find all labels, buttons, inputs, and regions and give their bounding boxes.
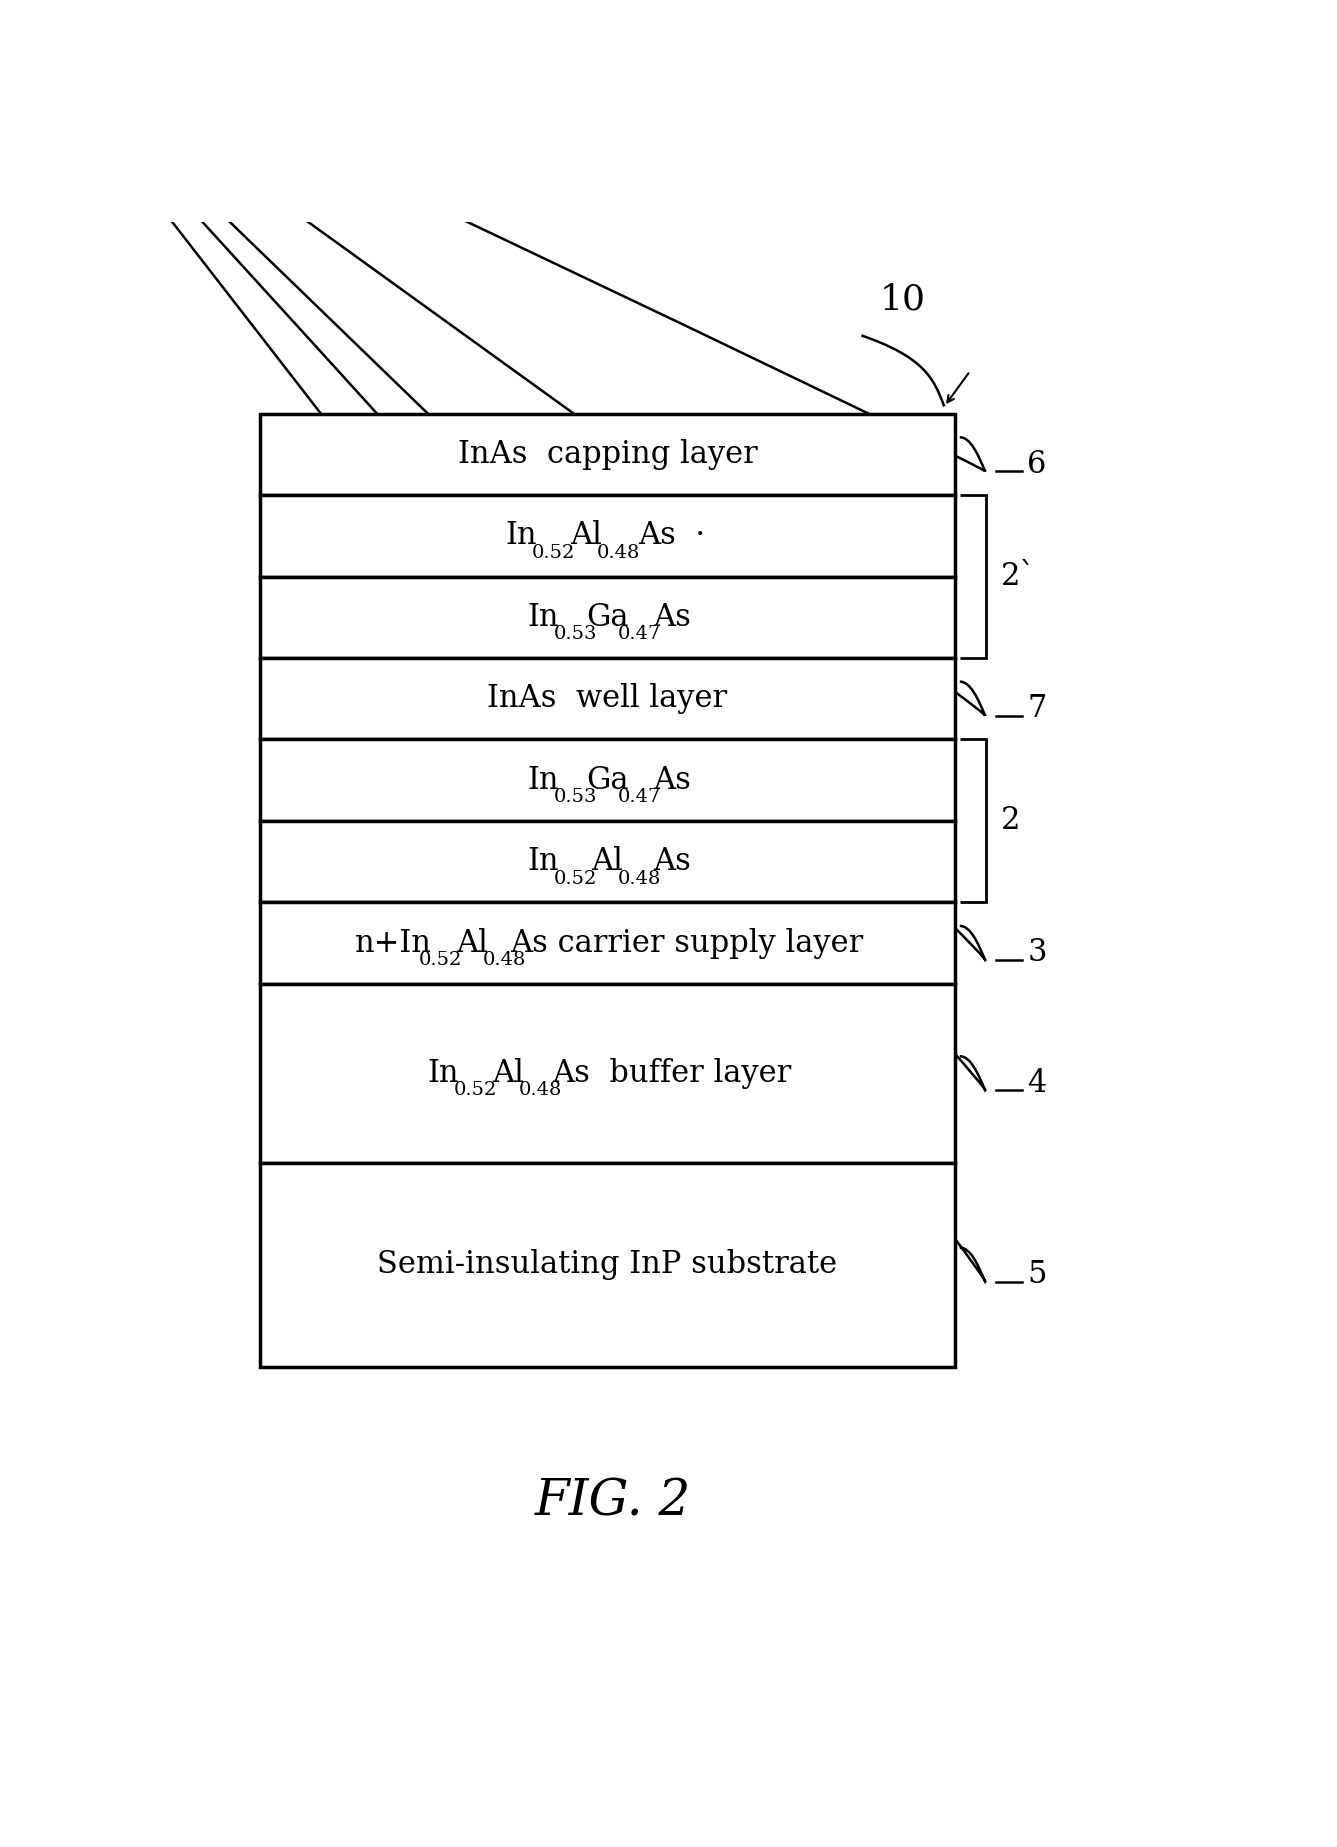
Bar — [261, 576, 955, 658]
Text: FIG. 2: FIG. 2 — [535, 1478, 691, 1526]
Bar — [261, 820, 955, 903]
Text: As: As — [654, 602, 691, 634]
Bar — [261, 495, 955, 576]
Text: Semi-insulating InP substrate: Semi-insulating InP substrate — [377, 1249, 837, 1280]
Bar — [261, 1164, 955, 1367]
Text: 6: 6 — [1027, 449, 1047, 480]
Text: 4: 4 — [1027, 1068, 1047, 1099]
Bar — [261, 658, 955, 739]
Text: InAs  capping layer: InAs capping layer — [457, 440, 757, 469]
Text: Al: Al — [492, 1058, 524, 1090]
Bar — [261, 984, 955, 1164]
Text: 0.52: 0.52 — [554, 870, 596, 888]
Text: 0.53: 0.53 — [554, 626, 596, 643]
Text: 0.53: 0.53 — [554, 789, 596, 805]
Text: 2: 2 — [1001, 805, 1020, 837]
Text: Ga: Ga — [586, 602, 628, 634]
Text: 0.48: 0.48 — [483, 951, 527, 970]
Text: In: In — [527, 765, 559, 796]
Text: Al: Al — [571, 521, 602, 550]
Text: 10: 10 — [880, 283, 925, 318]
Text: As: As — [654, 846, 691, 877]
Text: In: In — [505, 521, 537, 550]
Text: 0.52: 0.52 — [418, 951, 461, 970]
Text: 3: 3 — [1027, 938, 1047, 968]
Bar — [261, 414, 955, 495]
Text: InAs  well layer: InAs well layer — [488, 683, 727, 715]
Text: As carrier supply layer: As carrier supply layer — [509, 927, 862, 959]
Text: Al: Al — [591, 846, 623, 877]
Text: 2`: 2` — [1001, 561, 1036, 593]
Text: In: In — [527, 602, 559, 634]
Bar — [261, 739, 955, 820]
Text: n+In: n+In — [356, 927, 432, 959]
Text: 0.48: 0.48 — [596, 543, 640, 561]
Text: 0.48: 0.48 — [519, 1080, 562, 1099]
Text: 5: 5 — [1027, 1260, 1047, 1291]
Text: In: In — [527, 846, 559, 877]
Text: As  buffer layer: As buffer layer — [552, 1058, 792, 1090]
Text: 0.47: 0.47 — [618, 789, 662, 805]
Text: 0.52: 0.52 — [532, 543, 576, 561]
Text: In: In — [428, 1058, 460, 1090]
Text: As  ·: As · — [639, 521, 706, 550]
Bar — [261, 903, 955, 984]
Text: 0.48: 0.48 — [618, 870, 662, 888]
Text: Al: Al — [456, 927, 488, 959]
Text: Ga: Ga — [586, 765, 628, 796]
Text: As: As — [654, 765, 691, 796]
Text: 0.52: 0.52 — [455, 1080, 497, 1099]
Text: 0.47: 0.47 — [618, 626, 662, 643]
Text: 7: 7 — [1027, 693, 1047, 724]
